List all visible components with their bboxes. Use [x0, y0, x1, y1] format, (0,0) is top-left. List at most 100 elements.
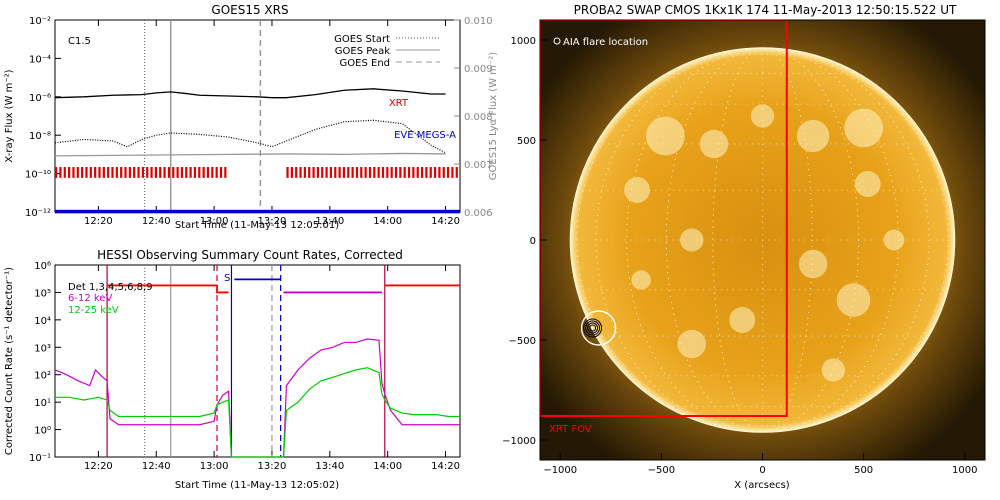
- goes-xrt-coverage-tick: [403, 167, 406, 178]
- goes-xrt-coverage-tick: [124, 167, 127, 178]
- goes-xrt-coverage-tick: [102, 167, 105, 178]
- goes-xrt-coverage-tick: [407, 167, 411, 178]
- swap-x-tick-label: −1000: [543, 465, 577, 476]
- goes-xrt-coverage-tick: [303, 167, 306, 178]
- hessi-y-tick-label: 10⁵: [34, 288, 51, 299]
- active-region-blob: [624, 177, 651, 203]
- swap-title: PROBA2 SWAP CMOS 1Kx1K 174 11-May-2013 1…: [574, 3, 957, 17]
- goes-legend-start-label: GOES Start: [334, 34, 390, 45]
- goes-xrt-coverage-tick: [351, 167, 354, 178]
- goes-series-line-0: [54, 88, 446, 99]
- hessi-y-tick-label: 10²: [34, 371, 51, 382]
- goes-gridlines: [55, 19, 460, 213]
- goes-x-tick-label: 14:20: [431, 216, 460, 227]
- goes-x-tick-label: 13:00: [200, 216, 229, 227]
- goes-xrt-coverage-tick: [429, 167, 432, 178]
- goes-xrt-coverage-tick: [338, 167, 341, 178]
- goes-eve-label: EVE MEGS-A: [394, 130, 456, 141]
- goes-xrt-coverage-tick: [137, 167, 140, 178]
- grid-meridian: [712, 47, 813, 433]
- goes-y2-axis-label: GOES15 Lyα Flux (W m⁻²): [488, 52, 499, 180]
- hessi-title: HESSI Observing Summary Count Rates, Cor…: [97, 248, 403, 262]
- goes-x-axis-label: Start Time (11-May-13 12:05:01): [175, 220, 339, 231]
- goes-xrt-coverage-tick: [386, 167, 389, 178]
- goes-xrt-coverage-tick: [360, 167, 363, 178]
- goes-xrt-coverage-tick: [347, 167, 350, 178]
- goes-xrt-coverage-tick: [316, 167, 320, 178]
- goes-xrt-coverage-tick: [198, 167, 201, 178]
- goes-xrt-coverage-tick: [446, 167, 450, 178]
- hessi-x-tick-label: 13:20: [258, 461, 287, 472]
- xrt-fov-rectangle: [540, 20, 788, 417]
- hessi-legend-12-25kev: 12-25 keV: [68, 305, 119, 316]
- swap-y-tick-label: −500: [509, 336, 536, 347]
- goes-xrt-coverage-tick: [321, 167, 324, 178]
- goes-xrt-coverage-tick: [172, 167, 175, 178]
- goes-legend-end-label: GOES End: [340, 58, 390, 69]
- goes-xrt-coverage-tick: [299, 167, 302, 178]
- goes-xrt-coverage-tick: [215, 167, 218, 178]
- goes-series-group: [54, 20, 460, 214]
- active-region-blob: [883, 229, 905, 251]
- goes-xrt-coverage-tick: [163, 167, 166, 178]
- swap-x-axis-label: X (arcsecs): [734, 480, 790, 491]
- hessi-series-line-4: [54, 338, 460, 458]
- swap-image-panel: PROBA2 SWAP CMOS 1Kx1K 174 11-May-2013 1…: [502, 3, 986, 491]
- goes-y2-tick-label: 0.006: [464, 208, 493, 219]
- xrt-fov-label: XRT FOV: [549, 424, 592, 435]
- hessi-y-tick-labels: 10⁻¹ 10⁰ 10¹ 10² 10³ 10⁴ 10⁵ 10⁶: [29, 261, 51, 464]
- active-region-blob: [729, 307, 756, 333]
- goes-xrt-coverage-tick: [176, 167, 179, 178]
- goes-xrt-coverage-tick: [120, 167, 123, 178]
- goes-xrt-coverage-tick: [286, 167, 289, 178]
- active-regions: [624, 104, 905, 382]
- goes-xrt-coverage-tick: [295, 167, 298, 178]
- goes-y-tick-labels: 10⁻¹² 10⁻¹⁰ 10⁻⁸ 10⁻⁶ 10⁻⁴ 10⁻²: [25, 16, 51, 219]
- goes-y2-tick-label: 0.010: [464, 16, 493, 27]
- swap-x-tick-label: 1000: [952, 465, 977, 476]
- goes-xrt-coverage-tick: [399, 167, 402, 178]
- flare-location-marker: [580, 310, 617, 346]
- goes-xrt-coverage-tick: [202, 167, 205, 178]
- hessi-y-axis-label: Corrected Count Rate (s⁻¹ detector⁻¹): [4, 267, 15, 455]
- hessi-y-tick-label: 10⁻¹: [29, 453, 51, 464]
- goes-y-tick-label: 10⁻²: [29, 16, 51, 27]
- aia-legend-icon: [553, 37, 561, 45]
- goes-xrt-coverage-tick: [98, 167, 101, 178]
- goes-x-tick-labels: 12:20 12:40 13:00 13:20 13:40 14:00 14:20: [84, 216, 460, 227]
- goes-xrt-coverage-tick: [451, 167, 454, 178]
- goes-plot-frame: [54, 19, 461, 213]
- goes-x-tick-label: 12:20: [84, 216, 113, 227]
- goes-xrt-coverage-tick: [455, 167, 458, 178]
- hessi-series-group: [54, 264, 460, 458]
- active-region-blob: [798, 249, 828, 279]
- hessi-series-line-5: [55, 367, 460, 458]
- goes-xrt-coverage-tick: [85, 167, 88, 178]
- flare-contour: [589, 324, 597, 332]
- active-region-blob: [699, 129, 729, 159]
- goes-xrt-coverage-tick: [193, 167, 197, 178]
- aia-legend-label: AIA flare location: [563, 37, 648, 48]
- goes-xrt-coverage-tick: [150, 167, 153, 178]
- active-region-blob: [645, 116, 685, 156]
- goes-xrt-coverage-tick: [89, 167, 92, 178]
- goes-xrt-coverage-tick: [206, 167, 210, 178]
- swap-y-tick-label: 1000: [511, 36, 536, 47]
- goes-y-tick-label: 10⁻⁶: [29, 93, 51, 104]
- swap-y-tick-label: 500: [517, 136, 536, 147]
- active-region-blob: [844, 108, 884, 148]
- goes-xrt-coverage-tick: [141, 167, 144, 178]
- goes-xrs-panel: GOES15 XRS 12:20 12:40 13:00 13:20 13:40 14:0…: [4, 3, 499, 231]
- hessi-panel: HESSI Observing Summary Count Rates, Cor…: [4, 248, 461, 491]
- goes-xrt-coverage-tick: [107, 167, 110, 178]
- goes-y-tick-label: 10⁻¹⁰: [25, 170, 51, 181]
- swap-y-tick-label: 0: [530, 236, 536, 247]
- hessi-y-tick-label: 10⁶: [34, 261, 51, 272]
- hessi-x-axis-label: Start Time (11-May-13 12:05:02): [175, 480, 339, 491]
- goes-xrt-coverage-tick: [329, 167, 333, 178]
- hessi-plot-frame: [54, 264, 461, 458]
- hessi-saa-marker: S: [224, 273, 230, 284]
- goes-series-line-1: [54, 119, 446, 154]
- hessi-y-tick-label: 10⁰: [34, 426, 51, 437]
